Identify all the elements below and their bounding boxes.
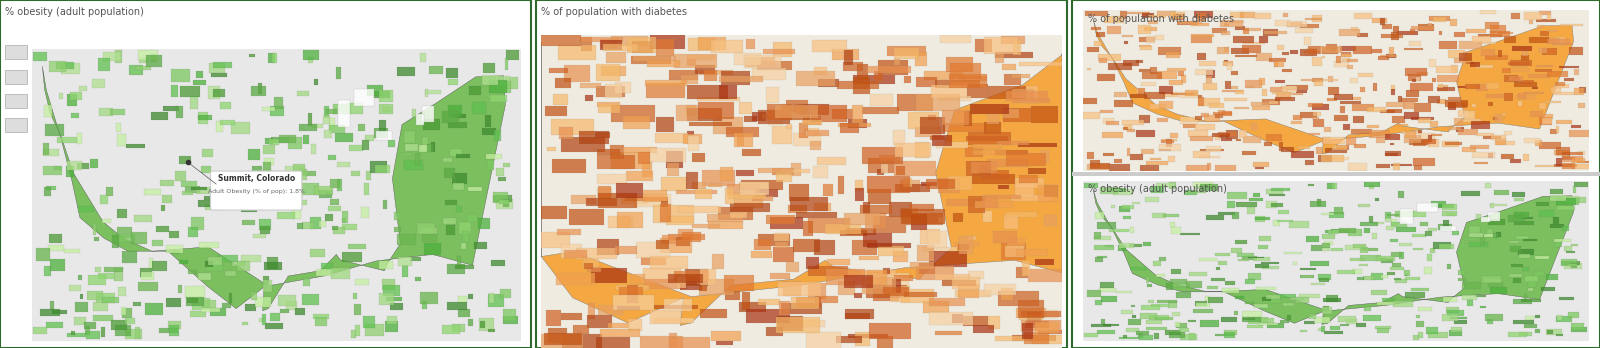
Bar (5, 118, 27, 132)
Text: % obesity (adult population): % obesity (adult population) (5, 7, 144, 17)
Bar (5, 70, 27, 84)
Text: % of population with diabetes: % of population with diabetes (541, 7, 688, 17)
Bar (5, 94, 27, 108)
Bar (5, 45, 27, 59)
Bar (1072, 172, 1600, 176)
